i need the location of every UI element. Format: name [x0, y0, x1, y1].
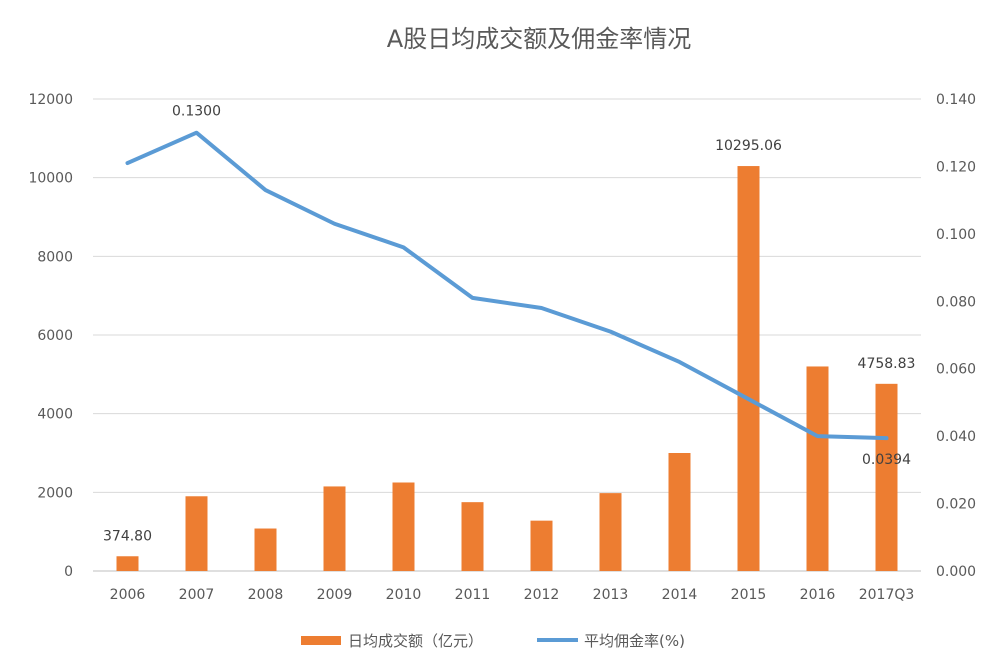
right-axis-tick-label: 0.120	[936, 159, 976, 175]
left-axis-tick-label: 0	[64, 564, 73, 580]
bar	[806, 366, 829, 571]
right-axis-tick-label: 0.140	[936, 92, 976, 108]
right-axis-tick-label: 0.040	[936, 429, 976, 445]
x-axis-tick-label: 2011	[455, 587, 491, 603]
left-axis-tick-label: 12000	[28, 92, 73, 108]
data-label: 374.80	[103, 528, 152, 544]
right-axis-tick-label: 0.100	[936, 227, 976, 243]
x-axis-tick-label: 2008	[248, 587, 284, 603]
bar	[530, 520, 553, 571]
x-axis-tick-label: 2012	[524, 587, 560, 603]
axes: 0 2000 4000 6000 8000 10000 12000 0.000 0.020 0.0…	[28, 92, 976, 603]
x-axis-tick-label: 2013	[593, 587, 629, 603]
right-axis-tick-label: 0.080	[936, 294, 976, 310]
left-axis-tick-label: 8000	[37, 249, 73, 265]
data-label: 4758.83	[858, 356, 916, 372]
x-axis-tick-label: 2017Q3	[859, 587, 915, 603]
gridlines	[93, 98, 921, 572]
bar	[254, 528, 277, 571]
chart-title: A股日均成交额及佣金率情况	[387, 25, 691, 53]
legend-label-line: 平均佣金率(%)	[584, 632, 685, 650]
x-axis-tick-label: 2016	[800, 587, 836, 603]
x-axis-tick-label: 2009	[317, 587, 353, 603]
left-axis-tick-label: 6000	[37, 328, 73, 344]
x-axis-tick-label: 2007	[179, 587, 215, 603]
data-label: 10295.06	[715, 138, 782, 154]
x-axis-tick-label: 2015	[731, 587, 767, 603]
left-axis-tick-label: 2000	[37, 485, 73, 501]
bar	[461, 502, 484, 571]
right-axis-tick-label: 0.000	[936, 564, 976, 580]
legend: 日均成交额（亿元） 平均佣金率(%)	[301, 632, 685, 650]
bar	[185, 496, 208, 571]
x-axis-tick-label: 2006	[110, 587, 146, 603]
bar	[737, 166, 760, 571]
bar	[668, 453, 691, 571]
x-axis-tick-label: 2014	[662, 587, 698, 603]
bar	[599, 493, 622, 571]
left-axis-tick-label: 4000	[37, 407, 73, 423]
data-label: 0.1300	[172, 104, 221, 120]
bar-series	[116, 166, 898, 571]
series-line	[125, 130, 889, 441]
bar	[875, 383, 898, 571]
bar	[392, 482, 415, 571]
data-label: 0.0394	[862, 452, 911, 468]
right-axis-tick-label: 0.020	[936, 497, 976, 513]
data-labels: 374.80 10295.06 4758.83 0.1300 0.0394	[103, 104, 915, 545]
right-axis-tick-label: 0.060	[936, 362, 976, 378]
bar	[116, 556, 139, 571]
line-series	[125, 130, 889, 441]
legend-label-bar: 日均成交额（亿元）	[348, 632, 483, 650]
x-axis-tick-label: 2010	[386, 587, 422, 603]
legend-swatch-bar	[301, 636, 341, 645]
bar	[323, 486, 346, 571]
left-axis-tick-label: 10000	[28, 171, 73, 187]
